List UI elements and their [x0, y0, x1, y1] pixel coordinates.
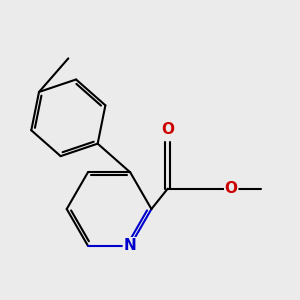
Text: O: O: [161, 122, 174, 136]
Text: O: O: [225, 181, 238, 196]
Text: N: N: [124, 238, 136, 253]
